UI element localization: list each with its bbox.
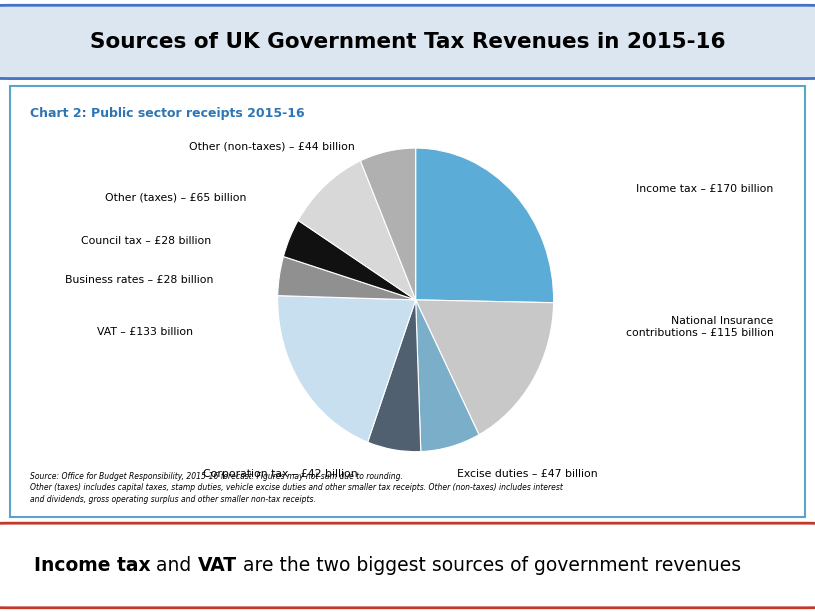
Text: VAT – £133 billion: VAT – £133 billion [97, 327, 193, 337]
Wedge shape [278, 256, 416, 300]
Text: Excise duties – £47 billion: Excise duties – £47 billion [456, 469, 597, 479]
Wedge shape [416, 300, 553, 435]
Text: Corporation tax – £42 billion: Corporation tax – £42 billion [203, 469, 358, 479]
Wedge shape [278, 296, 416, 442]
Text: Other (non-taxes) – £44 billion: Other (non-taxes) – £44 billion [189, 141, 355, 151]
Text: and: and [150, 556, 197, 575]
Wedge shape [284, 220, 416, 300]
Text: Sources of UK Government Tax Revenues in 2015-16: Sources of UK Government Tax Revenues in… [90, 32, 725, 52]
Wedge shape [360, 148, 416, 300]
Text: Income tax: Income tax [33, 556, 150, 575]
FancyBboxPatch shape [0, 523, 815, 608]
Text: Income tax – £170 billion: Income tax – £170 billion [637, 184, 773, 194]
Wedge shape [416, 148, 553, 303]
Wedge shape [298, 161, 416, 300]
Text: National Insurance
contributions – £115 billion: National Insurance contributions – £115 … [626, 316, 773, 338]
Text: are the two biggest sources of government revenues: are the two biggest sources of governmen… [236, 556, 741, 575]
FancyBboxPatch shape [0, 6, 815, 78]
FancyBboxPatch shape [10, 86, 805, 517]
Wedge shape [416, 300, 479, 452]
Text: Business rates – £28 billion: Business rates – £28 billion [65, 275, 214, 285]
Text: Council tax – £28 billion: Council tax – £28 billion [82, 236, 212, 246]
Wedge shape [368, 300, 421, 452]
Text: VAT: VAT [197, 556, 236, 575]
Text: Chart 2: Public sector receipts 2015-16: Chart 2: Public sector receipts 2015-16 [29, 107, 304, 120]
Text: Other (taxes) – £65 billion: Other (taxes) – £65 billion [105, 193, 247, 203]
Text: Source: Office for Budget Responsibility, 2015-16 forecast. Figures may not sum : Source: Office for Budget Responsibility… [29, 472, 562, 504]
